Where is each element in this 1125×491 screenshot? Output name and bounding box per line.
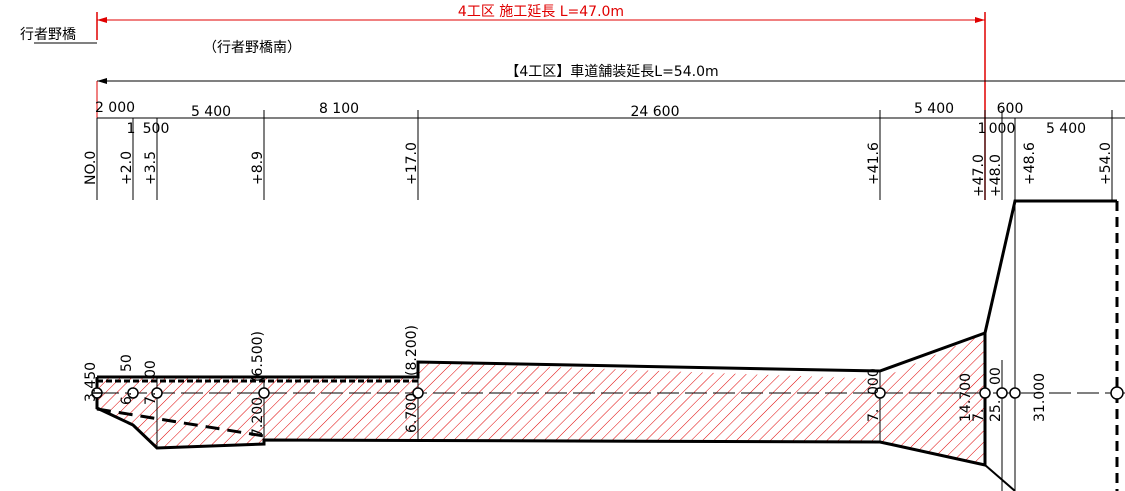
bridge-label: 行者野橋 （行者野橋南） [20, 27, 301, 56]
width-8200: (8.200) [404, 325, 420, 376]
width-6500: (6.500) [250, 331, 266, 382]
width-labels: 3.450 6. 50 7. 00 7.200 (6.500) 6.700 (8… [83, 325, 1048, 437]
station-47-0: +47.0 [971, 154, 987, 197]
construction-length-label: 4工区 施工延長 L=47.0m [458, 4, 624, 20]
station-54-0: +54.0 [1098, 142, 1114, 185]
station-41-6: +41.6 [866, 142, 882, 185]
station-17-0: +17.0 [404, 142, 420, 185]
station-3-5: +3.5 [143, 151, 159, 185]
width-6700: 6.700 [404, 393, 420, 433]
width-31000: 31.000 [1032, 373, 1048, 422]
dim-600: 600 [997, 101, 1024, 117]
road-plan [95, 199, 1125, 491]
station-2-0: +2.0 [119, 151, 135, 185]
station-no0: NO.0 [83, 151, 99, 185]
dim-24600: 24 600 [631, 104, 680, 120]
widening-outline [983, 199, 1117, 334]
segment-dimensions [96, 110, 1125, 200]
dim-sub-5400: 5 400 [1046, 121, 1086, 137]
width-7b: 7. [866, 409, 882, 422]
dim-sub-1: 1 [127, 121, 136, 137]
width-14700: 14.700 [958, 373, 974, 422]
pavement-length-label: 【4工区】車道舗装延長L=54.0m [505, 63, 718, 80]
width-7200: 7.200 [250, 397, 266, 437]
width-00: 00 [143, 360, 159, 378]
dim-8100: 8 100 [319, 101, 359, 117]
width-3450: 3.450 [83, 362, 99, 402]
station-labels: NO.0 +2.0 +3.5 +8.9 +17.0 +41.6 +47.0 +4… [83, 142, 1114, 197]
construction-length-dimension: 4工区 施工延長 L=47.0m [96, 4, 986, 200]
width-000: 000 [866, 368, 882, 395]
width-7c: 7. [971, 409, 987, 422]
bridge-name: 行者野橋 [20, 27, 76, 43]
station-markers [91, 386, 1124, 400]
dim-sub-000: 000 [989, 121, 1016, 137]
dim-2000: 2 000 [95, 100, 135, 116]
bridge-south-label: （行者野橋南） [203, 40, 301, 56]
width-00b: 00 [988, 367, 1004, 385]
pavement-area-hatch [97, 333, 985, 465]
dim-5400: 5 400 [191, 104, 231, 120]
width-25: 25. [988, 400, 1004, 422]
station-8-9: +8.9 [250, 151, 266, 185]
dim-sub-500: 500 [143, 121, 170, 137]
station-48-6: +48.6 [1022, 142, 1038, 185]
width-7: 7. [143, 392, 159, 405]
width-6: 6. [119, 392, 135, 405]
dim-5400-b: 5 400 [914, 101, 954, 117]
dim-sub-1b: 1 [978, 121, 987, 137]
station-48-0: +48.0 [988, 154, 1004, 197]
width-50: 50 [119, 354, 135, 372]
